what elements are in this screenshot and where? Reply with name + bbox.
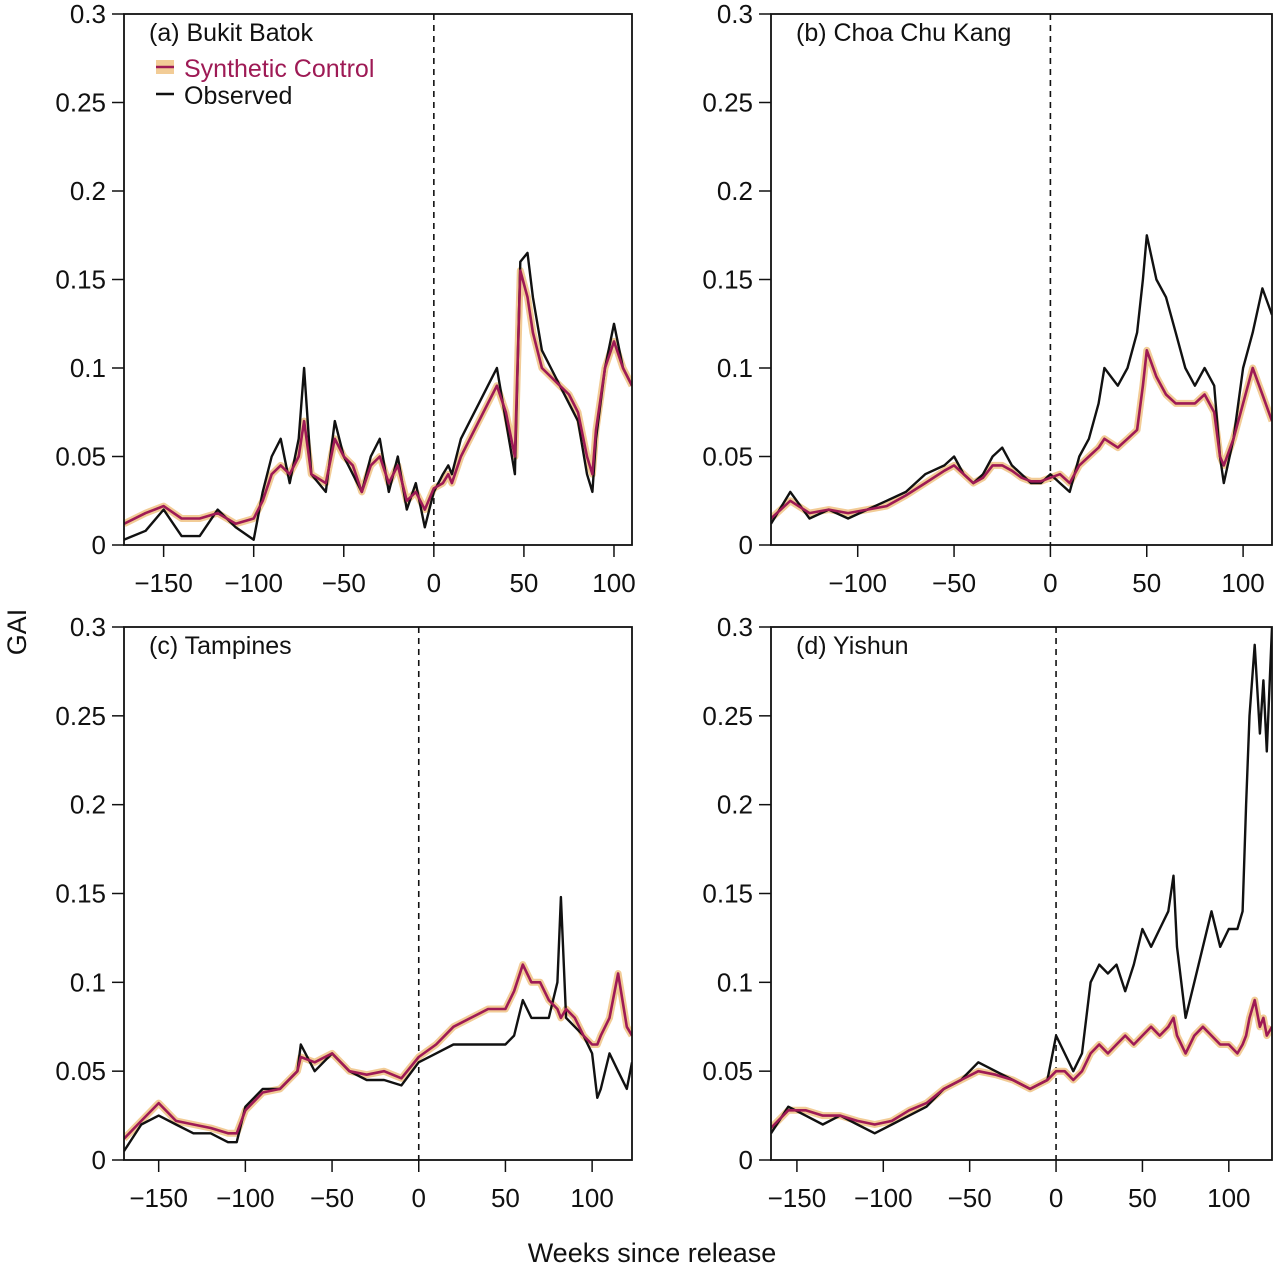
synthetic-band-d-yishun xyxy=(771,996,1272,1131)
x-tick-label: −50 xyxy=(932,568,976,598)
observed-line-c-tampines xyxy=(124,895,632,1152)
y-tick-label: 0.05 xyxy=(55,1056,106,1086)
x-tick-label: −100 xyxy=(828,568,887,598)
x-tick-label: 50 xyxy=(509,568,538,598)
synthetic-line-c-tampines xyxy=(124,963,632,1140)
y-tick-label: 0.3 xyxy=(717,612,753,642)
y-tick-label: 0.15 xyxy=(702,265,753,295)
y-tick-label: 0.1 xyxy=(70,353,106,383)
y-tick-label: 0.2 xyxy=(717,176,753,206)
panel-title: (c) Tampines xyxy=(149,632,292,660)
y-tick-label: 0.05 xyxy=(702,442,753,472)
observed-line-d-yishun xyxy=(771,627,1272,1135)
x-tick-label: −150 xyxy=(768,1183,827,1213)
y-tick-label: 0.2 xyxy=(70,790,106,820)
x-tick-label: −50 xyxy=(322,568,366,598)
panel-title: (d) Yishun xyxy=(796,632,909,660)
synthetic-line-b-choa-chu-kang xyxy=(771,348,1272,520)
y-tick-label: 0.25 xyxy=(702,701,753,731)
y-tick-label: 0 xyxy=(92,530,106,560)
y-tick-label: 0.25 xyxy=(55,88,106,118)
y-tick-label: 0.3 xyxy=(717,0,753,29)
x-tick-label: 100 xyxy=(570,1183,613,1213)
x-tick-label: −150 xyxy=(129,1183,188,1213)
legend-observed-label: Observed xyxy=(184,82,292,110)
x-tick-label: −150 xyxy=(134,568,193,598)
x-tick-label: −100 xyxy=(854,1183,913,1213)
plot-frame xyxy=(123,626,633,1161)
panel-bukit-batok: 0 0.05 0.1 0.15 0.2 0.25 0.3 −150 −100 −50 0 50 100 (… xyxy=(55,0,635,598)
x-tick-label: 50 xyxy=(491,1183,520,1213)
y-tick-label: 0.15 xyxy=(55,879,106,909)
legend: Synthetic Control Observed xyxy=(156,55,374,110)
x-tick-label: −50 xyxy=(948,1183,992,1213)
y-tick-label: 0.3 xyxy=(70,0,106,29)
y-tick-label: 0.1 xyxy=(717,967,753,997)
y-tick-label: 0.2 xyxy=(70,176,106,206)
y-tick-label: 0.25 xyxy=(702,88,753,118)
y-tick-label: 0.3 xyxy=(70,612,106,642)
legend-synthetic-label: Synthetic Control xyxy=(184,55,374,83)
y-axis-label: GAI xyxy=(2,609,32,656)
x-tick-label: 0 xyxy=(412,1183,426,1213)
panel-title: (b) Choa Chu Kang xyxy=(796,19,1011,47)
synthetic-line-d-yishun xyxy=(771,998,1272,1129)
synthetic-band-b-choa-chu-kang xyxy=(771,346,1272,522)
x-tick-label: −100 xyxy=(224,568,283,598)
x-tick-label: 100 xyxy=(1221,568,1264,598)
y-tick-label: 0 xyxy=(92,1145,106,1175)
y-tick-label: 0 xyxy=(739,1145,753,1175)
y-tick-label: 0.25 xyxy=(55,701,106,731)
x-axis-label: Weeks since release xyxy=(528,1238,777,1268)
plot-frame xyxy=(770,626,1273,1161)
x-tick-label: 0 xyxy=(1043,568,1057,598)
x-tick-label: −50 xyxy=(310,1183,354,1213)
plot-frame xyxy=(123,13,633,546)
plot-frame xyxy=(770,13,1273,546)
x-tick-label: 100 xyxy=(592,568,635,598)
x-tick-label: 0 xyxy=(427,568,441,598)
y-tick-label: 0.05 xyxy=(55,442,106,472)
x-tick-label: −100 xyxy=(216,1183,275,1213)
y-tick-label: 0.05 xyxy=(702,1056,753,1086)
synthetic-line-a-bukit-batok xyxy=(124,269,632,526)
panel-title: (a) Bukit Batok xyxy=(149,19,313,47)
x-tick-label: 100 xyxy=(1207,1183,1250,1213)
synthetic-band-a-bukit-batok xyxy=(124,267,632,528)
y-tick-label: 0.15 xyxy=(55,265,106,295)
x-tick-label: 50 xyxy=(1128,1183,1157,1213)
x-tick-label: 0 xyxy=(1049,1183,1063,1213)
panel-yishun: 0 0.05 0.1 0.15 0.2 0.25 0.3 −150 −100 −50 0 50 100 (… xyxy=(702,612,1273,1213)
panel-tampines: 0 0.05 0.1 0.15 0.2 0.25 0.3 −150 −100 −50 0 50 100 (… xyxy=(55,612,633,1213)
observed-line-a-bukit-batok xyxy=(124,251,632,541)
y-tick-label: 0.2 xyxy=(717,790,753,820)
y-tick-label: 0.1 xyxy=(717,353,753,383)
x-tick-label: 50 xyxy=(1132,568,1161,598)
y-tick-label: 0.15 xyxy=(702,879,753,909)
y-tick-label: 0.1 xyxy=(70,967,106,997)
y-tick-label: 0 xyxy=(739,530,753,560)
panel-choa-chu-kang: 0 0.05 0.1 0.15 0.2 0.25 0.3 −100 −50 0 50 100 (b) C… xyxy=(702,0,1273,598)
